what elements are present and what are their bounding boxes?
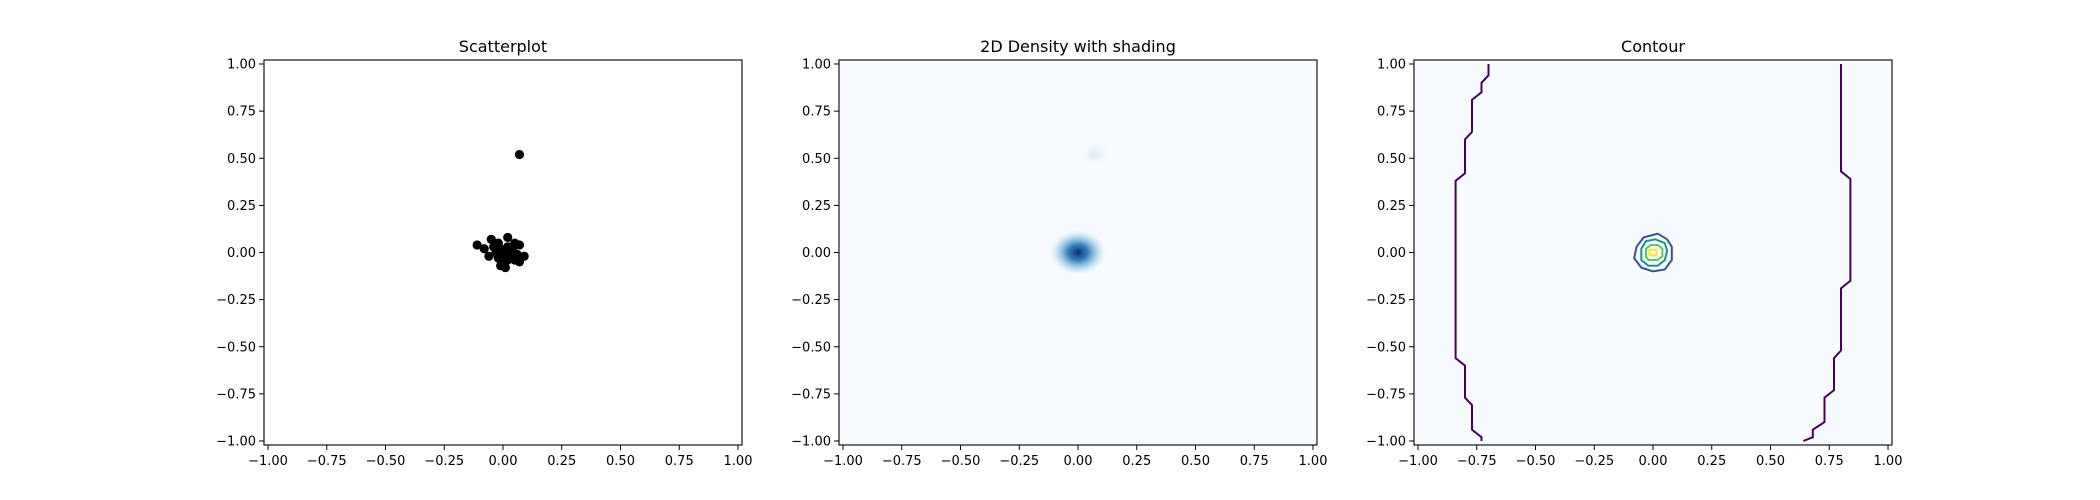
scatterplot-x-tick-label: 1.00: [724, 454, 753, 469]
scatter-point: [500, 262, 510, 273]
contour-x-tick-label: 0.00: [1639, 454, 1668, 469]
scatterplot-x-tick-label: −0.25: [424, 454, 464, 469]
density-x-tick-label: 0.75: [1240, 454, 1269, 469]
scatterplot-title: Scatterplot: [459, 37, 547, 56]
density-title: 2D Density with shading: [980, 37, 1176, 56]
density-x-tick-label: −0.50: [941, 454, 981, 469]
density-y-tick-label: −1.00: [791, 435, 831, 450]
contour-y-tick-label: 0.25: [1377, 199, 1406, 214]
contour-line: [1633, 232, 1673, 273]
scatterplot-x-tick-label: 0.75: [665, 454, 694, 469]
contour-x-tick-label: −0.25: [1574, 454, 1614, 469]
density-x-tick-label: 1.00: [1299, 454, 1328, 469]
density-y-tick-label: 0.00: [802, 246, 831, 261]
scatterplot-y-tick-label: −0.75: [216, 387, 256, 402]
scatterplot-x-axis: −1.00 −0.75 −0.50 −0.25 0.00 0.25 0.50 0.75 1.00: [248, 445, 752, 469]
contour-y-tick-label: −0.50: [1366, 340, 1406, 355]
scatterplot-x-tick-label: −1.00: [248, 454, 288, 469]
scatterplot-y-tick-label: 0.50: [227, 152, 256, 167]
contour-x-axis: −1.00 −0.75 −0.50 −0.25 0.00 0.25 0.50 0.75 1.00: [1398, 445, 1902, 469]
density-x-tick-label: 0.25: [1122, 454, 1151, 469]
contour-y-tick-label: 0.75: [1377, 105, 1406, 120]
density-shading: [1049, 140, 1112, 276]
density-y-tick-label: 0.75: [802, 105, 831, 120]
contour-line: [1645, 244, 1664, 261]
density-x-tick-label: −1.00: [823, 454, 863, 469]
scatter-point: [514, 240, 525, 250]
scatter-point: [503, 232, 513, 243]
scatter-point: [493, 238, 503, 248]
scatterplot-x-tick-label: −0.75: [307, 454, 347, 469]
density-y-tick-label: −0.25: [791, 293, 831, 308]
density-y-tick-label: 1.00: [802, 58, 831, 73]
contour-line: [1454, 64, 1490, 441]
contour-x-tick-label: 1.00: [1874, 454, 1903, 469]
contour-x-tick-label: −1.00: [1398, 454, 1438, 469]
scatterplot-x-tick-label: −0.50: [366, 454, 406, 469]
density-y-tick-label: −0.50: [791, 340, 831, 355]
scatter-point: [503, 242, 513, 252]
scatterplot-y-tick-label: 0.25: [227, 199, 256, 214]
contour-line: [1803, 64, 1852, 442]
density-x-tick-label: 0.00: [1064, 454, 1093, 469]
density-x-tick-label: 0.50: [1181, 454, 1210, 469]
contour-y-tick-label: 0.00: [1377, 246, 1406, 261]
density-peak: [1049, 229, 1107, 276]
contour-lines: [1454, 64, 1852, 442]
density-x-tick-label: −0.75: [882, 454, 922, 469]
scatterplot-y-tick-label: 0.00: [227, 246, 256, 261]
contour-x-tick-label: 0.25: [1697, 454, 1726, 469]
contour-x-tick-label: −0.75: [1457, 454, 1497, 469]
density-peak: [1077, 140, 1112, 169]
contour-x-tick-label: −0.50: [1516, 454, 1556, 469]
scatter-point: [503, 255, 513, 265]
contour-x-tick-label: 0.75: [1815, 454, 1844, 469]
density-y-tick-label: −0.75: [791, 387, 831, 402]
contour-y-tick-label: 1.00: [1377, 58, 1406, 73]
density-y-tick-label: 0.25: [802, 199, 831, 214]
density-x-axis: −1.00 −0.75 −0.50 −0.25 0.00 0.25 0.50 0.75 1.00: [823, 445, 1327, 469]
scatterplot-y-tick-label: −0.50: [216, 340, 256, 355]
contour-line: [1640, 238, 1669, 267]
scatterplot-points: [472, 149, 529, 273]
contour-x-tick-label: 0.50: [1756, 454, 1785, 469]
scatterplot-y-tick-label: −0.25: [216, 293, 256, 308]
scatterplot-y-axis: −1.00 −0.75 −0.50 −0.25 0.00 0.25 0.50 0.75 1.00: [216, 58, 264, 450]
scatter-point: [479, 244, 489, 254]
scatter-point: [472, 240, 482, 250]
scatterplot-y-tick-label: −1.00: [216, 435, 256, 450]
contour-y-tick-label: −0.75: [1366, 387, 1406, 402]
contour-y-tick-label: −0.25: [1366, 293, 1406, 308]
scatter-point: [484, 251, 494, 261]
scatter-point: [514, 149, 525, 160]
scatterplot-x-tick-label: 0.50: [606, 454, 635, 469]
density-panel: 2D Density with shading −1.00 −0.75 −0.50−…: [791, 37, 1327, 469]
density-x-tick-label: −0.25: [999, 454, 1039, 469]
contour-plot-area: [1414, 60, 1892, 445]
contour-y-tick-label: 0.50: [1377, 152, 1406, 167]
scatterplot-y-tick-label: 0.75: [227, 105, 256, 120]
density-y-tick-label: 0.50: [802, 152, 831, 167]
contour-panel: Contour −1.00 −0.75 −0.50 −0.25 0.00 0.25 0.50…: [1366, 37, 1902, 469]
scatterplot-x-tick-label: 0.00: [489, 454, 518, 469]
contour-y-tick-label: −1.00: [1366, 435, 1406, 450]
contour-y-axis: −1.00 −0.75 −0.50 −0.25 0.00 0.25 0.50 0.75 1.00: [1366, 58, 1414, 450]
density-y-axis: −1.00 −0.75 −0.50 −0.25 0.00 0.25 0.50 0.75 1.00: [791, 58, 839, 450]
scatterplot-x-tick-label: 0.25: [547, 454, 576, 469]
scatterplot-panel: Scatterplot −1.00 −0.75 −0.50 −0.25 0.00 0.25…: [216, 37, 752, 469]
contour-title: Contour: [1621, 37, 1685, 56]
contour-line: [1648, 248, 1658, 257]
scatter-point: [510, 255, 520, 265]
scatterplot-y-tick-label: 1.00: [227, 58, 256, 73]
